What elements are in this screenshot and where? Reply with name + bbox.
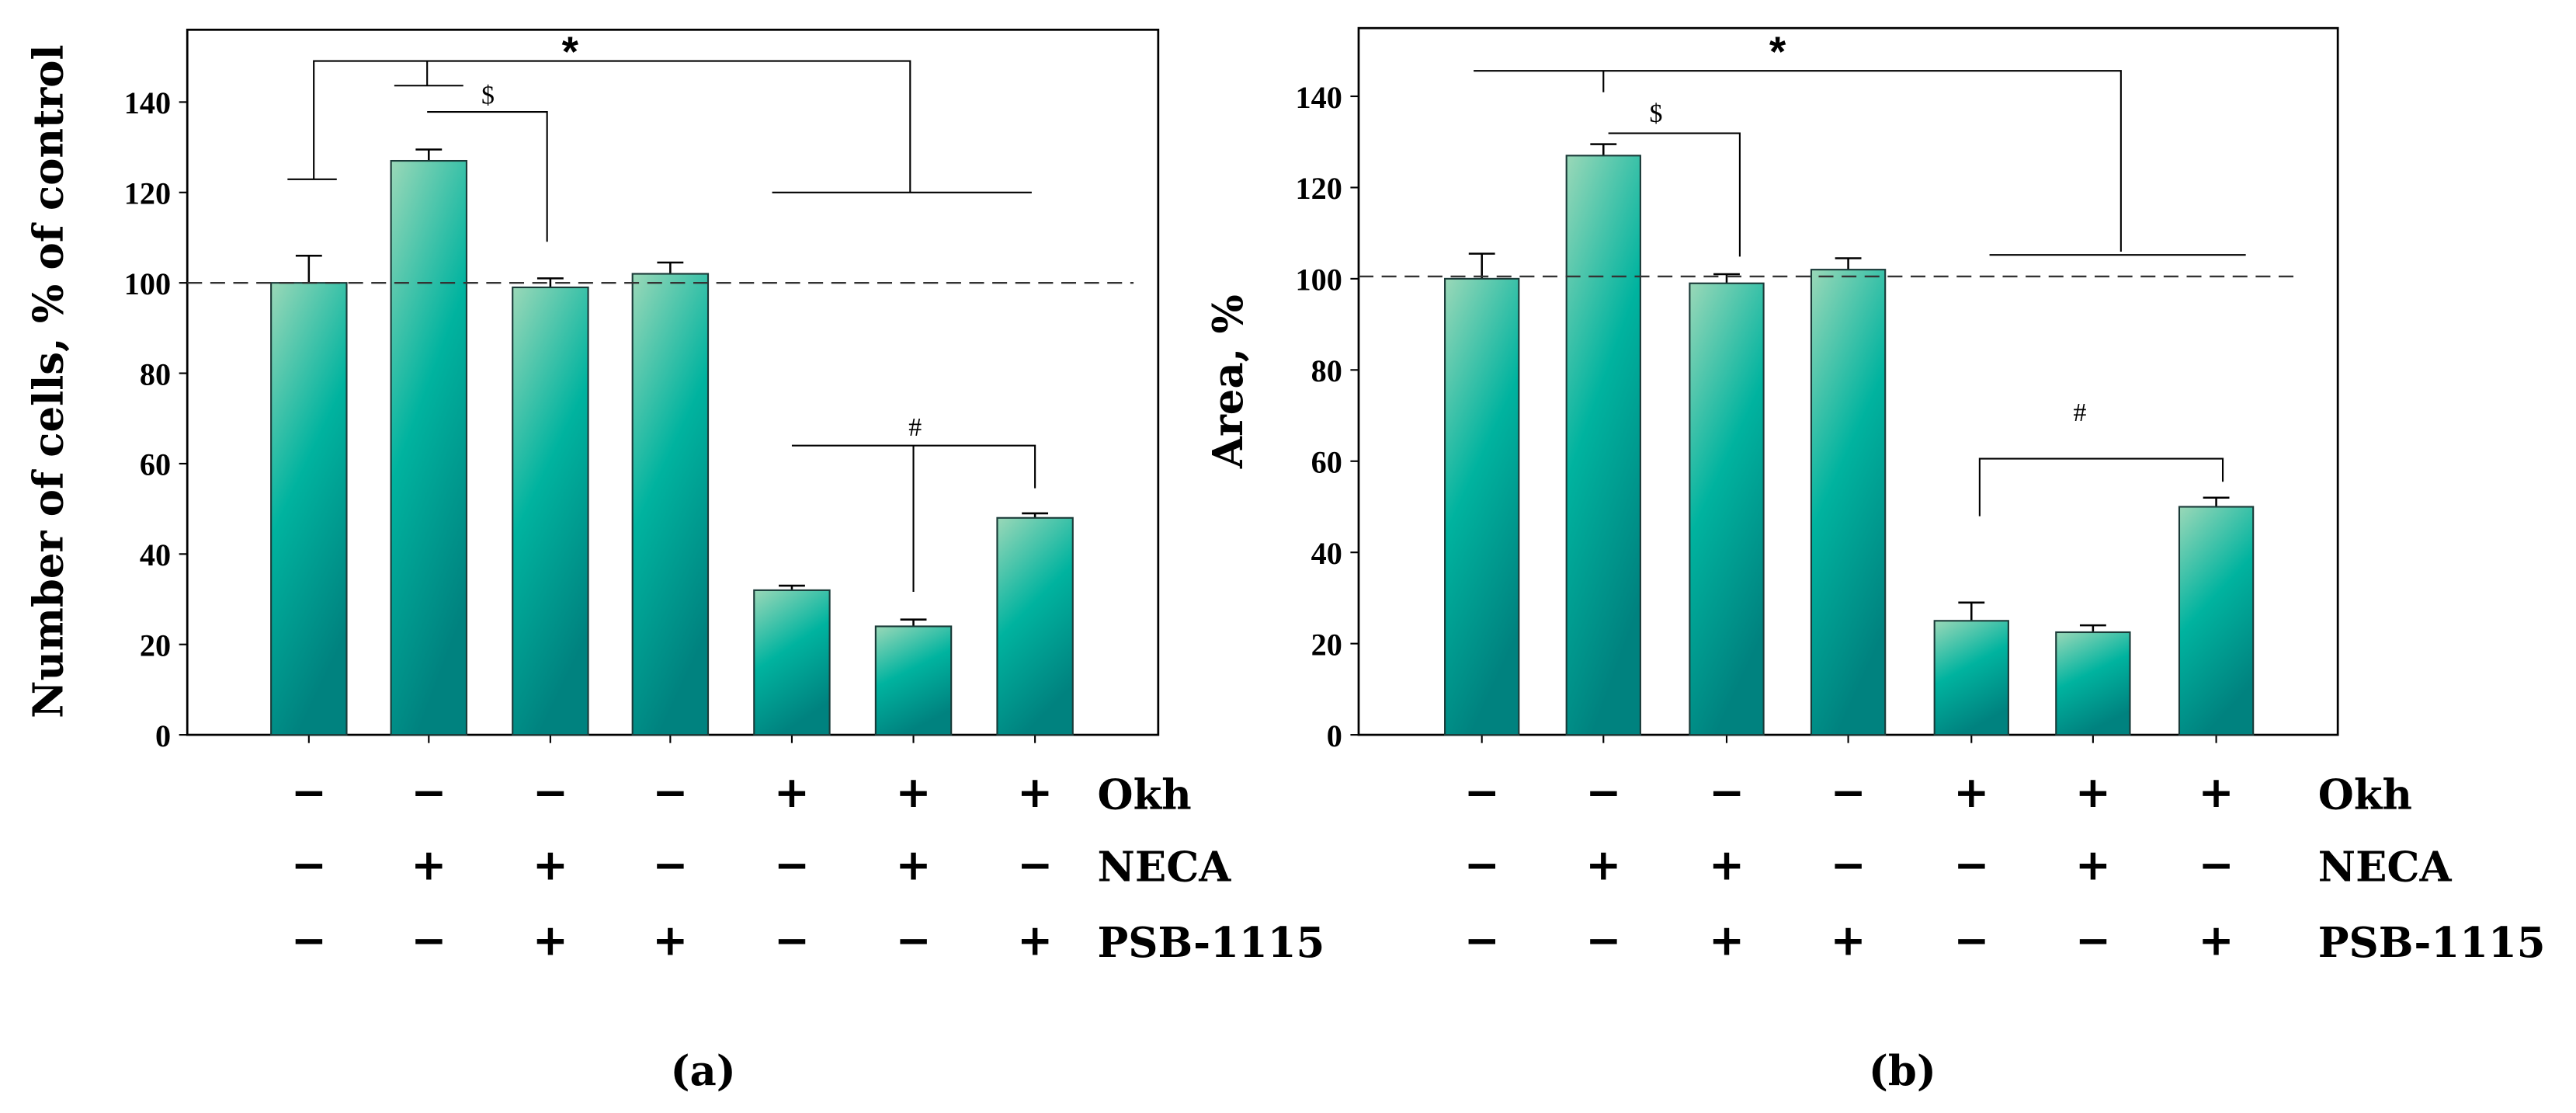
treatment-sign: −: [533, 767, 568, 817]
treatment-sign: +: [2199, 916, 2234, 965]
significance-bracket: [427, 111, 548, 242]
treatment-label: Okh: [2318, 770, 2412, 819]
y-tick-label: 60: [140, 447, 171, 482]
treatment-sign: +: [2075, 767, 2111, 817]
treatment-sign: −: [1464, 767, 1500, 817]
treatment-sign: −: [1585, 767, 1621, 817]
treatment-sign: −: [2199, 840, 2234, 889]
y-tick-label: 20: [140, 628, 171, 663]
treatment-sign: +: [533, 916, 568, 965]
treatment-sign: +: [411, 840, 446, 889]
bar: [1933, 620, 2009, 736]
y-tick-label: 0: [1327, 718, 1342, 753]
y-tick-label: 40: [140, 537, 171, 572]
y-tick-label: 100: [1296, 263, 1342, 297]
treatment-label: NECA: [1098, 843, 1232, 891]
treatment-sign: +: [2199, 767, 2234, 817]
treatment-sign: +: [895, 840, 931, 889]
bar: [1810, 269, 1887, 736]
y-tick-label: 120: [1296, 171, 1342, 206]
treatment-sign: +: [1017, 767, 1053, 817]
treatment-sign: +: [1831, 916, 1866, 965]
panel-a-y-axis-label: Number of cells, % of control: [24, 44, 72, 718]
treatment-sign: −: [291, 840, 327, 889]
treatment-sign: −: [411, 916, 446, 965]
bar: [2055, 631, 2131, 736]
significance-bracket: [791, 444, 1036, 592]
significance-marker: #: [2073, 398, 2086, 427]
treatment-label: PSB-1115: [1098, 919, 1325, 967]
significance-marker: *: [1769, 27, 1786, 75]
treatment-sign: +: [2075, 840, 2111, 889]
treatment-sign: −: [1831, 767, 1866, 817]
treatment-sign: −: [1017, 840, 1053, 889]
bar: [753, 589, 831, 736]
treatment-sign: −: [652, 767, 688, 817]
y-tick-label: 60: [1311, 445, 1342, 480]
treatment-sign: −: [774, 916, 810, 965]
bar: [1565, 155, 1641, 736]
treatment-sign: +: [1017, 916, 1053, 965]
y-tick-label: 100: [124, 266, 171, 301]
treatment-sign: −: [652, 840, 688, 889]
bar: [631, 273, 710, 736]
treatment-sign: −: [1953, 840, 1989, 889]
significance-bracket: [287, 60, 1032, 193]
treatment-sign: +: [1709, 840, 1745, 889]
bar: [2178, 506, 2255, 736]
bar: [1444, 277, 1520, 736]
treatment-sign: −: [411, 767, 446, 817]
treatment-sign: −: [1831, 840, 1866, 889]
treatment-sign: −: [291, 767, 327, 817]
treatment-sign: +: [1709, 916, 1745, 965]
treatment-label: PSB-1115: [2318, 919, 2546, 967]
treatment-sign: −: [1464, 916, 1500, 965]
treatment-sign: −: [1585, 916, 1621, 965]
bar: [270, 282, 348, 736]
y-tick-label: 40: [1311, 536, 1342, 571]
significance-bracket: [1978, 457, 2224, 517]
treatment-label: NECA: [2318, 843, 2453, 891]
panel-a-caption: (a): [671, 1047, 736, 1095]
treatment-sign: −: [895, 916, 931, 965]
panel-b-chart: 0 20 40 60 80 100 120 140 * $ # − − − − + + + Okh − + + − − + − NE…: [1296, 26, 2546, 967]
y-tick-label: 20: [1311, 627, 1342, 662]
treatment-sign: −: [291, 916, 327, 965]
significance-bracket: [1474, 70, 2246, 256]
bar: [1689, 282, 1765, 736]
significance-marker: $: [1650, 99, 1663, 128]
bar: [874, 625, 953, 736]
y-tick-label: 140: [124, 85, 171, 120]
y-tick-label: 0: [155, 718, 171, 753]
significance-marker: *: [562, 27, 579, 75]
treatment-sign: −: [1953, 916, 1989, 965]
y-tick-label: 120: [124, 176, 171, 211]
bar: [996, 517, 1074, 736]
treatment-sign: −: [2075, 916, 2111, 965]
panel-b-y-axis-label: Area, %: [1204, 294, 1252, 469]
bar: [390, 159, 468, 736]
panel-b-caption: (b): [1869, 1047, 1936, 1095]
treatment-sign: +: [1953, 767, 1989, 817]
treatment-sign: +: [895, 767, 931, 817]
treatment-sign: −: [1464, 840, 1500, 889]
treatment-sign: −: [774, 840, 810, 889]
significance-bracket: [1608, 132, 1741, 257]
y-tick-label: 80: [1311, 353, 1342, 388]
treatment-sign: −: [1709, 767, 1745, 817]
treatment-sign: +: [1585, 840, 1621, 889]
bar: [512, 286, 589, 736]
y-tick-label: 80: [140, 357, 171, 391]
treatment-label: Okh: [1098, 770, 1192, 819]
y-tick-label: 140: [1296, 80, 1342, 115]
treatment-sign: +: [533, 840, 568, 889]
treatment-sign: +: [652, 916, 688, 965]
significance-marker: #: [908, 413, 922, 442]
significance-marker: $: [481, 82, 495, 110]
treatment-sign: +: [774, 767, 810, 817]
